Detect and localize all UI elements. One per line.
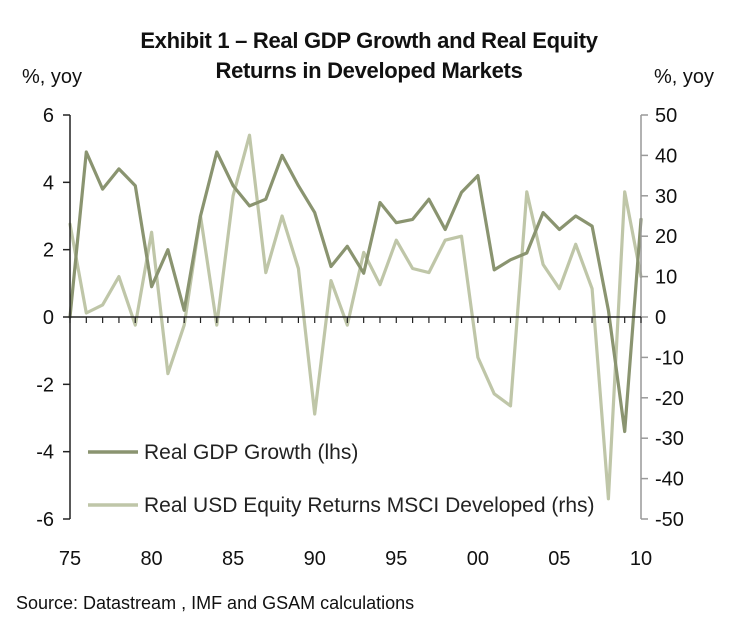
right-axis-tick-label: 30 [655,186,677,208]
left-axis-tick-label: 4 [43,172,54,194]
right-axis-tick-label: 10 [655,267,677,289]
right-axis-tick-label: 40 [655,145,677,167]
right-axis-tick-label: -10 [655,347,684,369]
right-axis-tick-label: -40 [655,469,684,491]
x-axis-tick-label: 85 [222,548,244,570]
x-axis-tick-label: 95 [385,548,407,570]
right-axis-tick-label: 0 [655,307,666,329]
chart-title-line2: Returns in Developed Markets [215,58,523,83]
left-axis-tick-label: -2 [36,374,54,396]
right-axis-unit: %, yoy [653,66,714,88]
left-axis-tick-label: 2 [43,240,54,262]
x-axis-tick-label: 80 [140,548,162,570]
legend-label: Real USD Equity Returns MSCI Developed (… [144,494,595,517]
left-axis-tick-label: -6 [36,509,54,531]
x-axis-tick-label: 05 [548,548,570,570]
right-axis-tick-label: 50 [655,105,677,127]
right-axis-tick-label: -30 [655,428,684,450]
left-axis-tick-label: 6 [43,105,54,127]
x-axis-tick-label: 10 [630,548,652,570]
right-axis-tick-label: -20 [655,388,684,410]
x-axis-tick-label: 00 [467,548,489,570]
left-axis-unit: %, yoy [22,66,83,88]
left-axis-tick-label: 0 [43,307,54,329]
chart-title-line1: Exhibit 1 – Real GDP Growth and Real Equ… [140,28,598,53]
left-axis-tick-label: -4 [36,442,54,464]
right-axis-tick-label: -50 [655,509,684,531]
legend-label: Real GDP Growth (lhs) [144,441,358,464]
source-note: Source: Datastream , IMF and GSAM calcul… [16,593,415,613]
series-line-gdp [68,150,643,434]
series-line-equity [68,133,643,501]
x-axis-tick-label: 90 [304,548,326,570]
right-axis-tick-label: 20 [655,226,677,248]
x-axis-tick-label: 75 [59,548,81,570]
